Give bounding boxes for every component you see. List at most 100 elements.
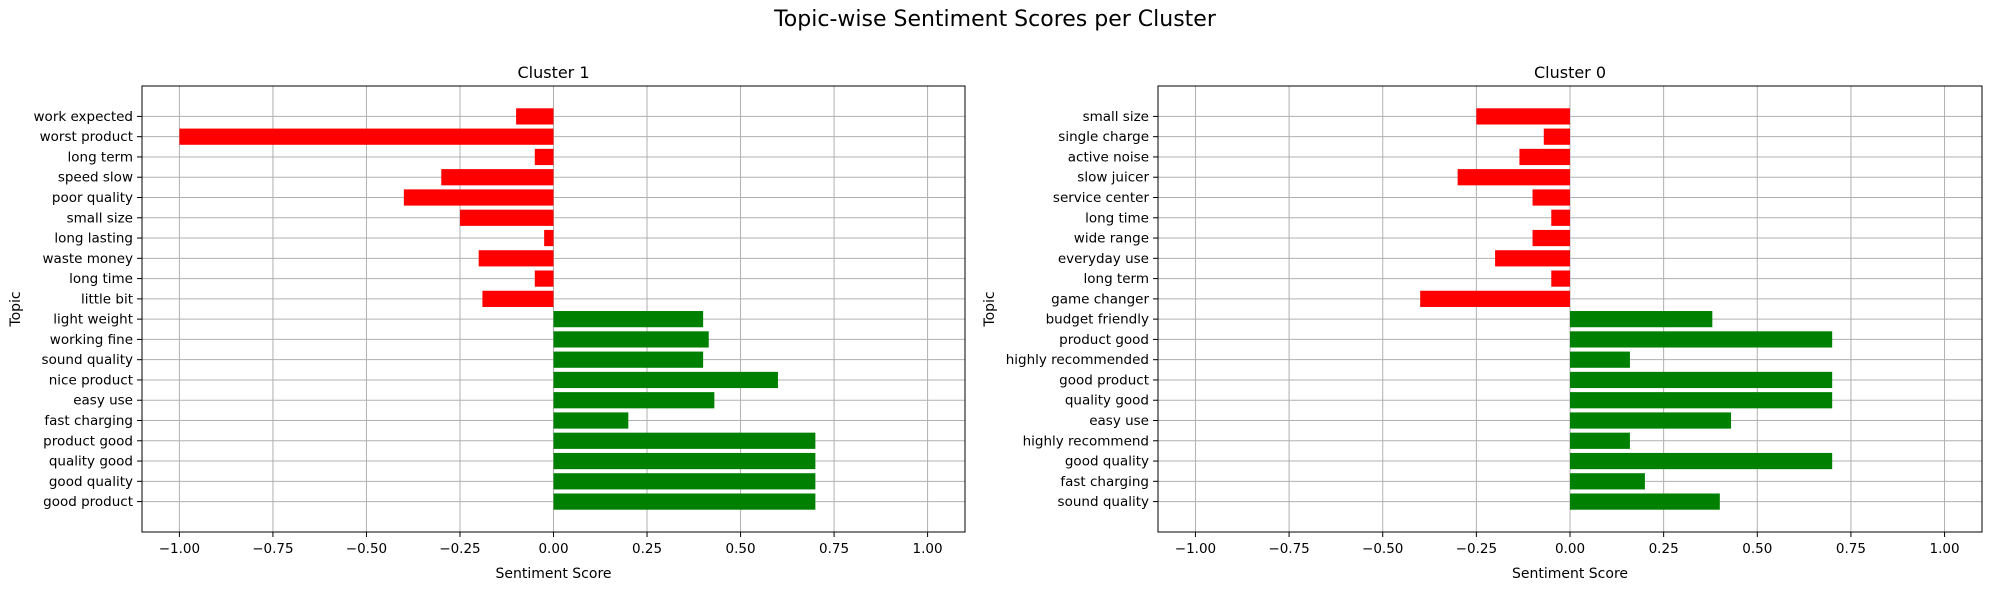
bar-light-weight (553, 311, 704, 328)
y-tick-label: slow juicer (1077, 170, 1149, 186)
y-tick-label: long term (1084, 271, 1150, 287)
bar-small-size (459, 209, 554, 226)
bar-small-size (1476, 108, 1570, 125)
bar-highly-recommended (1570, 351, 1630, 368)
y-tick-label: little bit (81, 291, 133, 307)
y-tick-label: long lasting (54, 231, 133, 247)
bar-working-fine (553, 331, 709, 348)
bar-budget-friendly (1570, 311, 1713, 328)
y-tick-label: work expected (34, 109, 133, 125)
y-tick-label: product good (43, 433, 133, 449)
y-tick-label: highly recommended (1006, 352, 1149, 368)
bar-easy-use (553, 392, 715, 409)
chart-panel-cluster-1: −1.00 −0.75 −0.50 −0.25 0.00 0.25 0.50 0.75 1.00… (8, 63, 966, 582)
y-tick-label: light weight (53, 312, 133, 328)
bar-worst-product (179, 128, 554, 145)
figure-title: Topic-wise Sentiment Scores per Cluster (773, 7, 1217, 32)
y-tick-label: good quality (49, 474, 133, 490)
bar-good-quality (1570, 452, 1833, 470)
bar-good-product (553, 493, 816, 510)
bar-sound-quality (553, 351, 704, 368)
y-tick-label: fast charging (1060, 474, 1149, 490)
y-tick-label: single charge (1058, 129, 1149, 145)
panel-title: Cluster 0 (1534, 63, 1606, 82)
y-tick-label: easy use (73, 393, 133, 409)
bar-long-term (534, 148, 554, 166)
x-tick-label: −0.75 (252, 541, 293, 557)
y-axis-label: Topic (982, 291, 998, 327)
bar-quality-good (1570, 392, 1833, 409)
x-tick-label: 0.00 (1555, 541, 1585, 557)
y-tick-label: easy use (1089, 413, 1149, 429)
bar-speed-slow (441, 169, 554, 186)
x-tick-label: 1.00 (1930, 541, 1960, 557)
bar-good-product (1570, 371, 1833, 389)
y-tick-label: fast charging (44, 413, 133, 429)
y-tick-label: wide range (1074, 231, 1149, 247)
y-tick-label: everyday use (1058, 251, 1149, 267)
bar-game-changer (1420, 290, 1570, 307)
x-tick-label: −0.75 (1268, 541, 1309, 557)
x-tick-label: −1.00 (1175, 541, 1216, 557)
x-tick-label: −0.25 (439, 541, 480, 557)
y-tick-label: budget friendly (1046, 312, 1149, 328)
x-tick-label: −0.25 (1456, 541, 1497, 557)
y-tick-label: game changer (1051, 291, 1149, 307)
bar-single-charge (1543, 128, 1570, 145)
y-tick-label: product good (1059, 332, 1149, 348)
y-tick-label: nice product (49, 372, 133, 388)
y-tick-label: poor quality (52, 190, 133, 206)
x-tick-label: 0.25 (1649, 541, 1679, 557)
bar-highly-recommend (1570, 432, 1630, 449)
y-tick-label: sound quality (42, 352, 133, 368)
bar-long-time (534, 270, 554, 287)
y-tick-label: long time (1085, 210, 1149, 226)
chart-panel-cluster-0: −1.00 −0.75 −0.50 −0.25 0.00 0.25 0.50 0.75 1.00… (982, 63, 1983, 582)
bar-quality-good (553, 452, 816, 470)
bar-easy-use (1570, 412, 1732, 429)
y-tick-label: good quality (1065, 454, 1149, 470)
x-tick-label: 0.75 (1836, 541, 1866, 557)
x-tick-label: 0.75 (819, 541, 849, 557)
x-tick-label: 0.00 (538, 541, 568, 557)
y-tick-label: long time (69, 271, 133, 287)
bar-slow-juicer (1457, 169, 1570, 186)
bar-long-term (1551, 270, 1570, 287)
y-tick-label: long term (68, 149, 134, 165)
y-tick-label: active noise (1068, 149, 1149, 165)
bar-product-good (553, 432, 816, 449)
x-tick-label: 0.50 (726, 541, 756, 557)
bar-long-time (1551, 209, 1570, 226)
bar-product-good (1570, 331, 1833, 348)
bar-fast-charging (553, 412, 629, 429)
y-tick-label: small size (1083, 109, 1149, 125)
bar-waste-money (478, 250, 554, 267)
y-tick-label: quality good (1065, 393, 1149, 409)
x-tick-label: −1.00 (159, 541, 200, 557)
bar-wide-range (1532, 229, 1570, 247)
y-axis-label: Topic (8, 291, 24, 327)
y-tick-label: sound quality (1058, 494, 1149, 510)
bar-everyday-use (1495, 250, 1570, 267)
bar-sound-quality (1570, 493, 1720, 510)
x-axis-label: Sentiment Score (495, 566, 611, 582)
x-tick-label: −0.50 (346, 541, 387, 557)
bar-nice-product (553, 371, 778, 389)
x-tick-label: 0.25 (632, 541, 662, 557)
x-tick-label: 1.00 (913, 541, 943, 557)
y-tick-label: speed slow (58, 170, 133, 186)
x-tick-label: −0.50 (1362, 541, 1403, 557)
y-tick-label: waste money (43, 251, 134, 267)
bar-poor-quality (403, 189, 554, 206)
y-tick-label: good product (43, 494, 133, 510)
panel-title: Cluster 1 (517, 63, 589, 82)
bar-fast-charging (1570, 473, 1645, 490)
bar-little-bit (482, 290, 554, 307)
x-axis-label: Sentiment Score (1512, 566, 1628, 582)
y-tick-label: highly recommend (1023, 433, 1149, 449)
bar-service-center (1532, 189, 1570, 206)
y-tick-label: quality good (49, 454, 133, 470)
y-tick-label: worst product (40, 129, 133, 145)
